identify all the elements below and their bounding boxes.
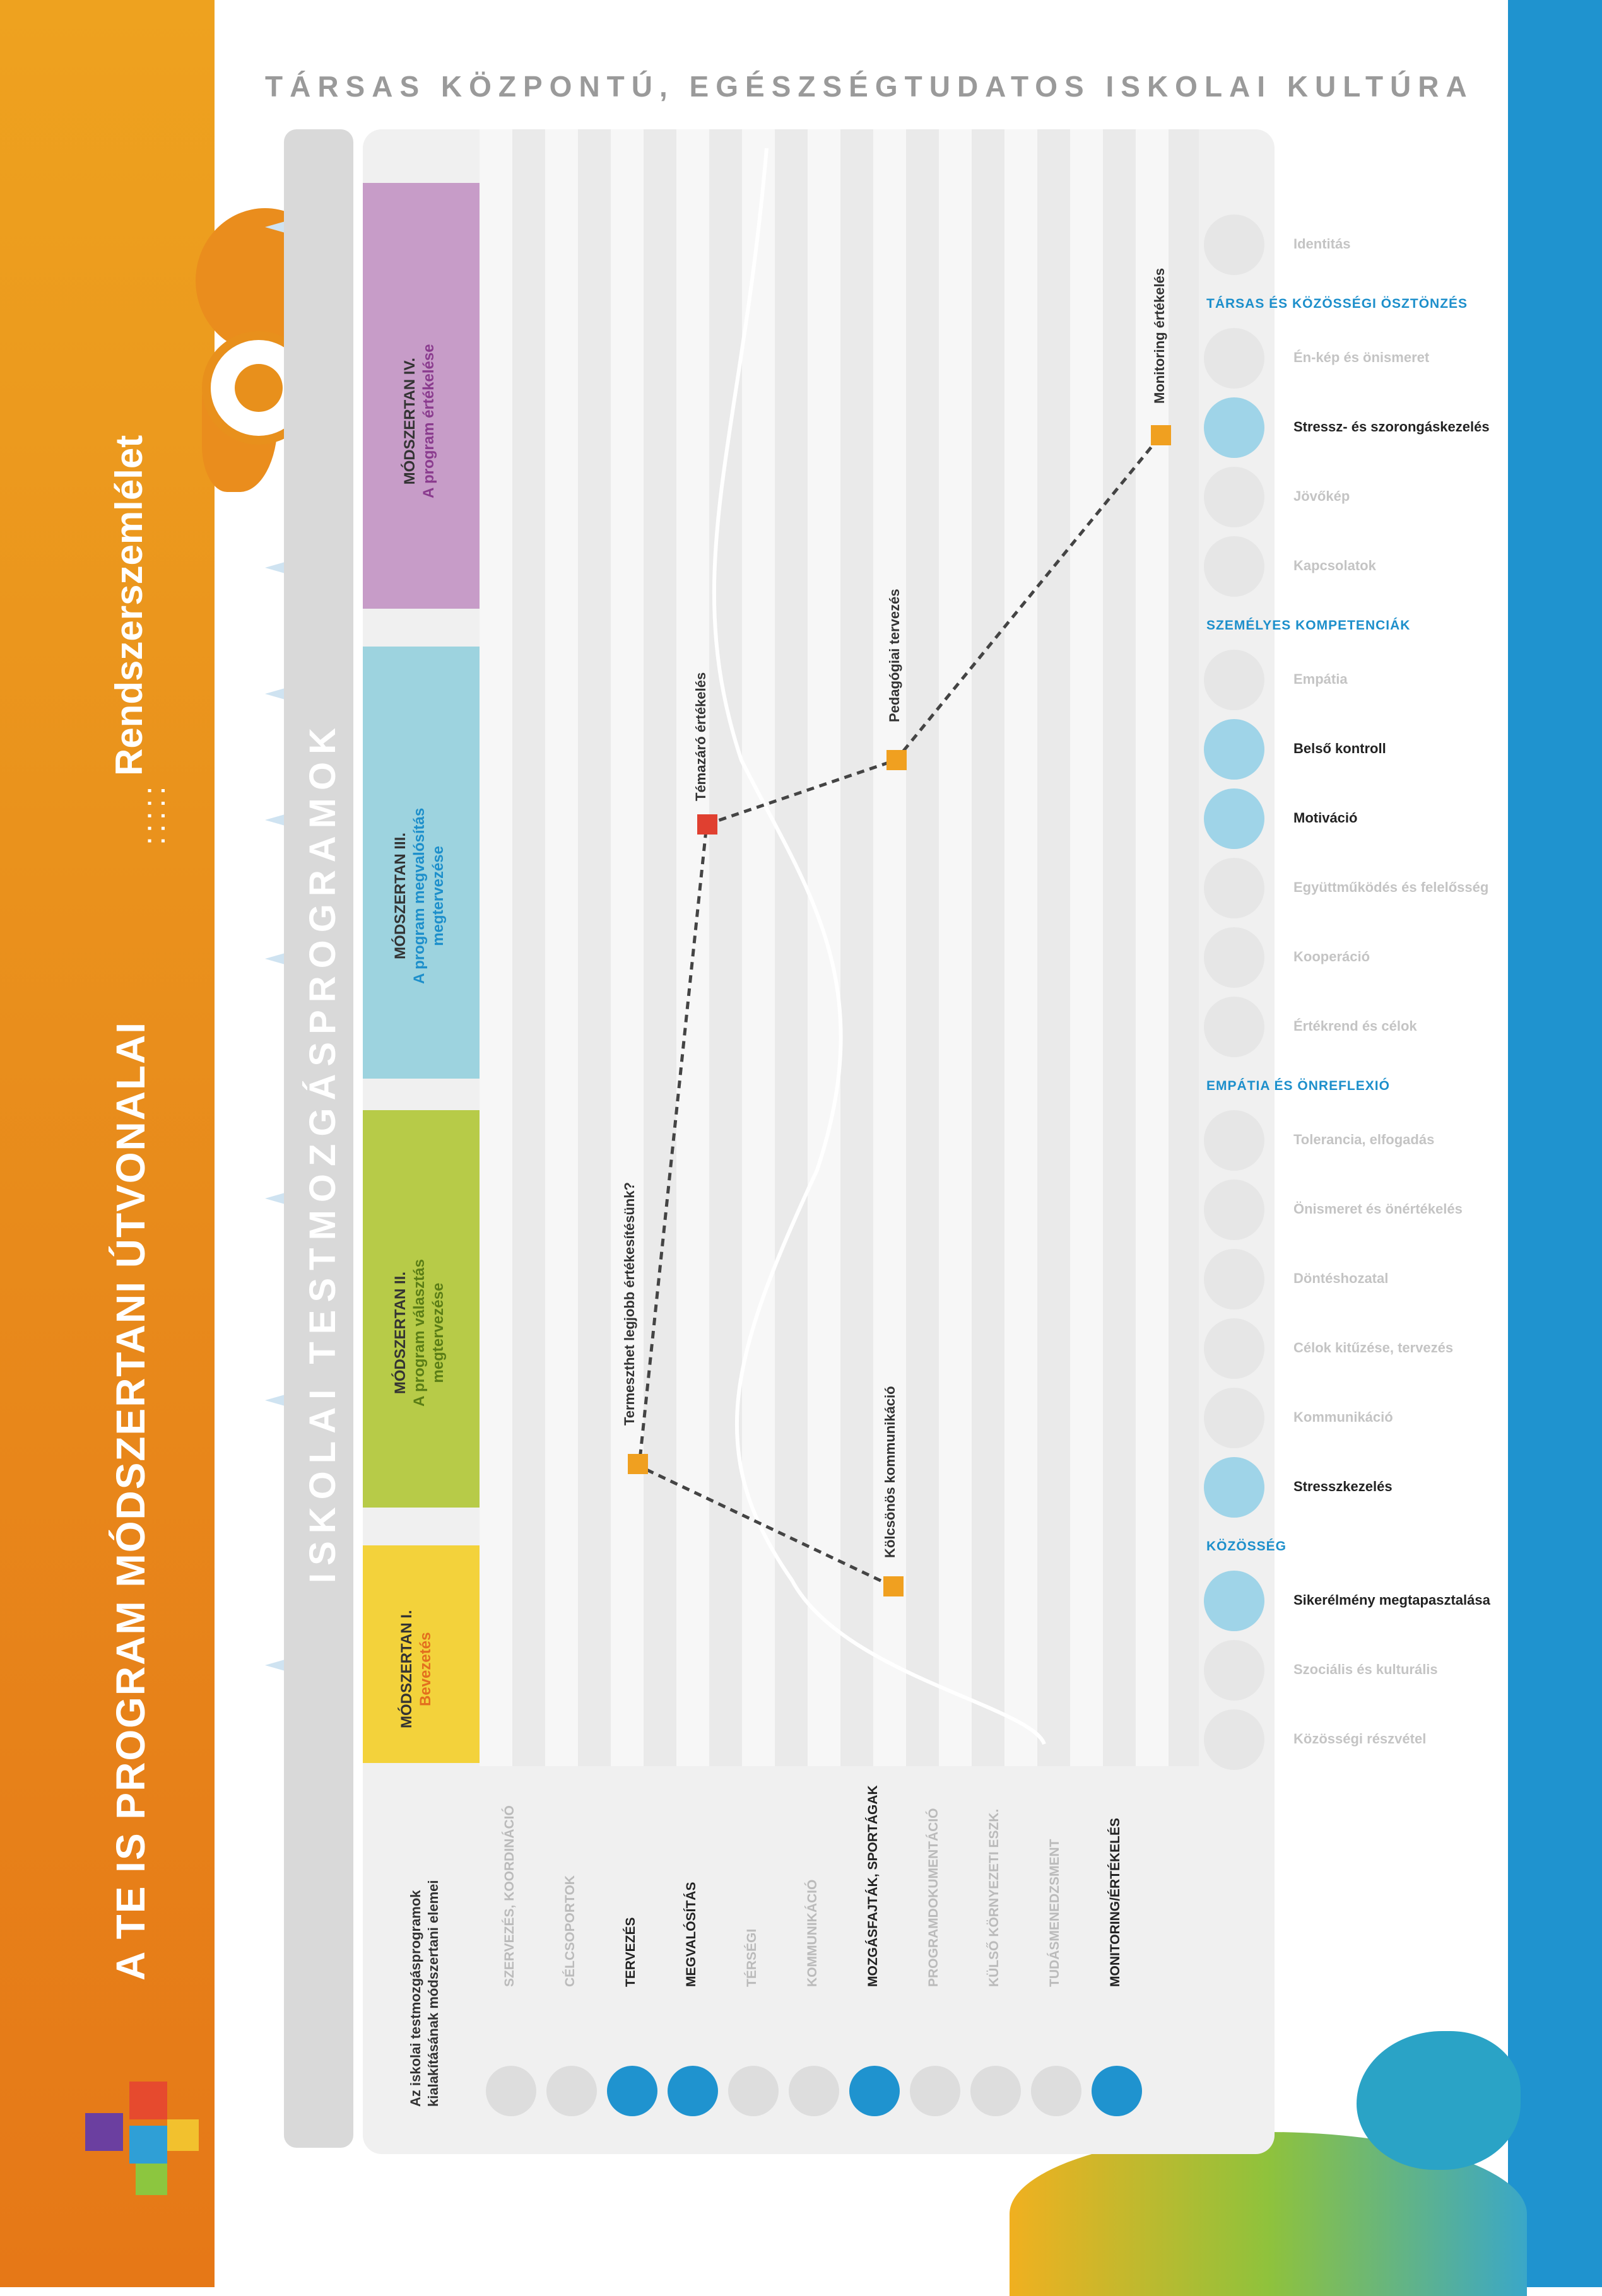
item-label: Célok kitűzése, tervezés	[1293, 1340, 1454, 1356]
item-icon	[1204, 927, 1264, 988]
row-icon	[849, 2066, 900, 2116]
item-icon	[1204, 997, 1264, 1057]
item-label: Jövőkép	[1293, 488, 1350, 504]
item-icon	[1204, 858, 1264, 918]
row-icon	[668, 2066, 718, 2116]
module-1-block	[363, 1545, 480, 1763]
route-node-4	[886, 750, 907, 770]
grid-stripes	[480, 129, 1199, 1766]
left-orange-band	[0, 0, 215, 2287]
row-icon	[607, 2066, 657, 2116]
route-node-3	[697, 814, 717, 835]
route-node-1	[883, 1576, 904, 1596]
item-label: Együttműködés és felelősség	[1293, 879, 1489, 895]
section-title: KÖZÖSSÉG	[1206, 1539, 1287, 1554]
item-label: Stressz- és szorongáskezelés	[1293, 419, 1490, 435]
item-label: Kapcsolatok	[1293, 558, 1376, 573]
item-icon	[1204, 328, 1264, 389]
item-icon	[1204, 536, 1264, 597]
route-label-2: Termeszthet legjobb értékesítésünk?	[621, 1182, 637, 1426]
item-label: Kooperáció	[1293, 949, 1370, 964]
item-icon	[1204, 1249, 1264, 1309]
item-label: Sikerélmény megtapasztalása	[1293, 1592, 1490, 1608]
item-label: Döntéshozatal	[1293, 1270, 1389, 1286]
item-icon	[1204, 1318, 1264, 1379]
route-label-3: Témazáró értékelés	[693, 672, 709, 801]
route-label-1: Kölcsönös kommunikáció	[882, 1386, 898, 1558]
item-label: Tolerancia, elfogadás	[1293, 1132, 1435, 1147]
row-icon	[546, 2066, 597, 2116]
title-separator: :::::	[136, 782, 172, 845]
section-title: SZEMÉLYES KOMPETENCIÁK	[1206, 618, 1411, 633]
top-header: TÁRSAS KÖZPONTÚ, EGÉSZSÉGTUDATOS ISKOLAI…	[265, 70, 1474, 103]
te-is-logo	[60, 2069, 205, 2195]
row-icon	[789, 2066, 839, 2116]
lane-bar	[284, 129, 353, 2148]
item-label: Belső kontroll	[1293, 741, 1386, 756]
item-label: Értékrend és célok	[1293, 1018, 1417, 1034]
section-title: EMPÁTIA ÉS ÖNREFLEXIÓ	[1206, 1079, 1390, 1093]
item-icon	[1204, 1180, 1264, 1240]
main-title: A TE IS PROGRAM MÓDSZERTANI ÚTVONALAI	[108, 1021, 153, 1981]
item-label: Identitás	[1293, 236, 1351, 252]
splash-decoration-right	[1357, 2031, 1521, 2170]
row-icon	[486, 2066, 536, 2116]
item-icon	[1204, 650, 1264, 710]
route-node-5	[1151, 425, 1171, 445]
item-icon	[1204, 467, 1264, 527]
right-blue-band	[1508, 0, 1602, 2287]
row-icon	[1092, 2066, 1142, 2116]
row-icon	[970, 2066, 1021, 2116]
module-2-block	[363, 1110, 480, 1508]
dashed-route	[635, 434, 1162, 1588]
item-label: Közösségi részvétel	[1293, 1731, 1427, 1747]
item-label: Stresszkezelés	[1293, 1479, 1393, 1494]
item-icon	[1204, 1640, 1264, 1701]
wave-curve	[712, 148, 1046, 1745]
item-icon	[1204, 1709, 1264, 1770]
item-icon	[1204, 214, 1264, 275]
row-icon	[728, 2066, 779, 2116]
item-label: Motiváció	[1293, 810, 1358, 826]
route-label-5: Monitoring értékelés	[1151, 267, 1167, 404]
item-icon	[1204, 1571, 1264, 1631]
item-icon	[1204, 719, 1264, 780]
lane-label: ISKOLAI TESTMOZGÁSPROGRAMOK	[302, 720, 343, 1583]
path-diagram	[628, 148, 1171, 1745]
item-label: Szociális és kulturális	[1293, 1661, 1438, 1677]
item-label: Én-kép és önismeret	[1293, 349, 1430, 365]
module-3-block	[363, 647, 480, 1079]
row-icon	[910, 2066, 960, 2116]
item-label: Önismeret és önértékelés	[1293, 1201, 1463, 1217]
route-label-4: Pedagógiai tervezés	[886, 589, 902, 722]
item-icon	[1204, 1110, 1264, 1171]
item-icon	[1204, 1457, 1264, 1518]
item-icon	[1204, 788, 1264, 849]
item-icon	[1204, 1388, 1264, 1448]
module-4-block	[363, 183, 480, 609]
item-label: Empátia	[1293, 671, 1348, 687]
route-node-2	[628, 1454, 648, 1474]
item-icon	[1204, 397, 1264, 458]
subtitle: Rendszerszemlélet	[108, 435, 150, 776]
item-label: Kommunikáció	[1293, 1409, 1393, 1425]
row-icon	[1031, 2066, 1081, 2116]
section-title: TÁRSAS ÉS KÖZÖSSÉGI ÖSZTÖNZÉS	[1206, 296, 1468, 311]
